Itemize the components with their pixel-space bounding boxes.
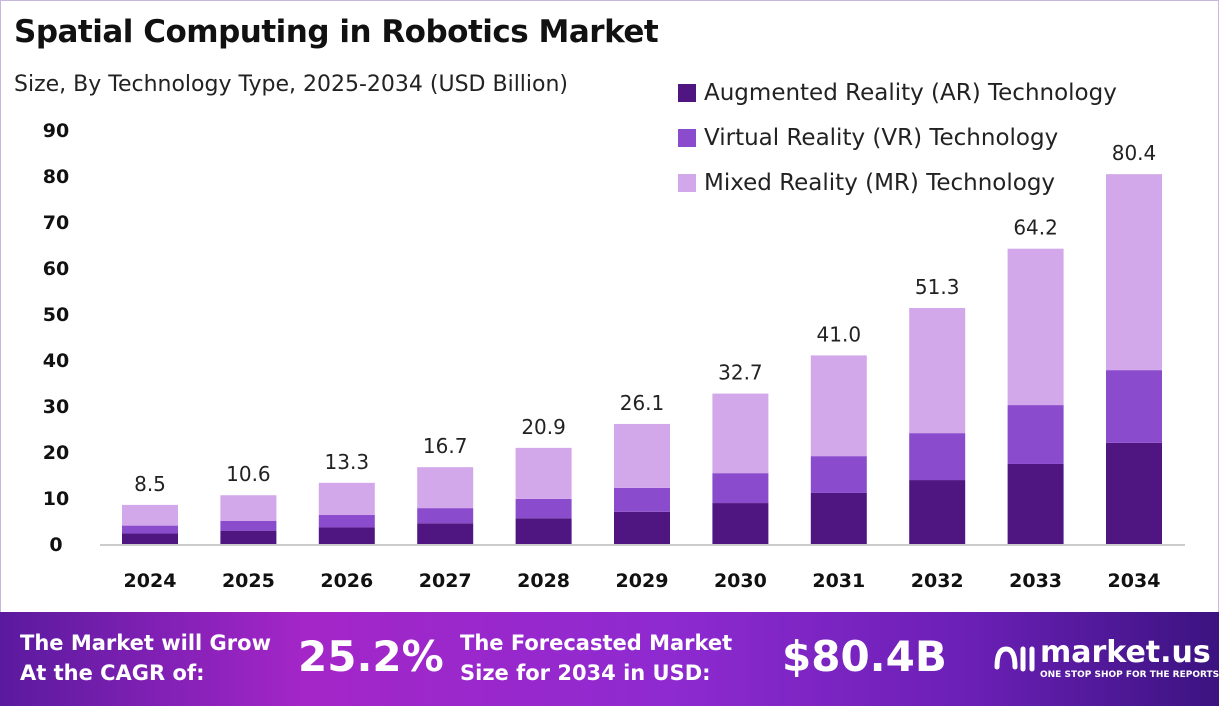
bar-segment-vr bbox=[909, 433, 966, 481]
bar-segment-vr bbox=[1007, 405, 1064, 464]
total-label: 20.9 bbox=[521, 415, 566, 439]
total-label: 10.6 bbox=[226, 462, 271, 486]
legend-item-vr: Virtual Reality (VR) Technology bbox=[678, 115, 1117, 160]
y-tick-label: 90 bbox=[43, 120, 69, 142]
bar-segment-ar bbox=[1106, 442, 1162, 544]
bar-segment-mr bbox=[909, 308, 966, 434]
bar-segment-vr bbox=[1106, 370, 1162, 443]
bar-segment-mr bbox=[1106, 174, 1162, 371]
y-tick-label: 0 bbox=[49, 534, 62, 556]
bar-segment-mr bbox=[220, 495, 277, 521]
bar-segment-mr bbox=[515, 447, 572, 499]
legend-swatch-ar bbox=[678, 83, 696, 102]
footer-banner: The Market will Grow At the CAGR of: 25.2… bbox=[0, 612, 1219, 706]
x-tick-label: 2028 bbox=[517, 570, 570, 592]
bar-chart: 01020304050607080908.5202410.6202513.320… bbox=[43, 120, 1185, 592]
legend-swatch-vr bbox=[678, 128, 696, 147]
total-label: 64.2 bbox=[1013, 216, 1058, 240]
x-tick-label: 2034 bbox=[1108, 570, 1161, 592]
legend-item-ar: Augmented Reality (AR) Technology bbox=[678, 70, 1117, 115]
forecast-label: The Forecasted Market Size for 2034 in US… bbox=[460, 628, 732, 688]
x-tick-label: 2032 bbox=[911, 570, 964, 592]
brand-logo: market.us ONE STOP SHOP FOR THE REPORTS bbox=[992, 636, 1219, 681]
x-tick-label: 2026 bbox=[320, 570, 373, 592]
legend: Augmented Reality (AR) Technology Virtua… bbox=[678, 70, 1117, 205]
bar-segment-mr bbox=[712, 393, 769, 474]
forecast-label-line1: The Forecasted Market bbox=[460, 631, 733, 655]
y-tick-label: 60 bbox=[43, 258, 69, 280]
legend-label-mr: Mixed Reality (MR) Technology bbox=[704, 169, 1056, 196]
cagr-label-line2: At the CAGR of: bbox=[20, 661, 205, 685]
bar-segment-vr bbox=[122, 525, 178, 534]
bar-segment-mr bbox=[122, 504, 178, 526]
total-label: 32.7 bbox=[718, 361, 763, 385]
cagr-value: 25.2% bbox=[298, 632, 444, 681]
total-label: 13.3 bbox=[325, 450, 370, 474]
x-tick-label: 2024 bbox=[124, 570, 177, 592]
legend-label-ar: Augmented Reality (AR) Technology bbox=[704, 79, 1117, 106]
total-label: 80.4 bbox=[1112, 141, 1157, 165]
bar-segment-vr bbox=[614, 487, 670, 512]
total-label: 51.3 bbox=[915, 275, 960, 299]
y-tick-label: 50 bbox=[43, 304, 69, 326]
bar-segment-vr bbox=[220, 521, 277, 531]
cagr-label: The Market will Grow At the CAGR of: bbox=[20, 628, 271, 688]
x-tick-label: 2031 bbox=[812, 570, 865, 592]
x-tick-label: 2030 bbox=[714, 570, 767, 592]
total-label: 16.7 bbox=[423, 434, 468, 458]
legend-label-vr: Virtual Reality (VR) Technology bbox=[704, 124, 1059, 151]
bar-segment-vr bbox=[318, 515, 375, 528]
x-tick-label: 2033 bbox=[1009, 570, 1062, 592]
x-tick-label: 2029 bbox=[616, 570, 669, 592]
y-tick-label: 70 bbox=[43, 212, 69, 234]
bar-segment-vr bbox=[515, 498, 572, 519]
bar-segment-vr bbox=[810, 456, 867, 493]
chart-subtitle: Size, By Technology Type, 2025-2034 (USD… bbox=[14, 72, 569, 97]
bar-segment-ar bbox=[712, 503, 769, 544]
brand-name: market.us bbox=[1040, 635, 1211, 670]
forecast-label-line2: Size for 2034 in USD: bbox=[460, 661, 711, 685]
bar-segment-ar bbox=[515, 518, 572, 544]
bar-segment-ar bbox=[318, 527, 375, 544]
cagr-label-line1: The Market will Grow bbox=[20, 631, 271, 655]
bar-segment-ar bbox=[417, 523, 474, 544]
y-tick-label: 80 bbox=[43, 166, 69, 188]
forecast-value: $80.4B bbox=[782, 632, 947, 681]
y-tick-label: 40 bbox=[43, 350, 69, 372]
legend-item-mr: Mixed Reality (MR) Technology bbox=[678, 160, 1117, 205]
bar-segment-ar bbox=[909, 480, 966, 544]
bar-segment-vr bbox=[417, 508, 474, 524]
x-tick-label: 2027 bbox=[419, 570, 472, 592]
y-tick-label: 20 bbox=[43, 442, 69, 464]
bar-segment-mr bbox=[614, 423, 670, 488]
total-label: 41.0 bbox=[817, 322, 862, 346]
bar-segment-ar bbox=[1007, 463, 1064, 544]
bar-segment-ar bbox=[810, 492, 867, 544]
bar-segment-ar bbox=[220, 530, 277, 544]
y-tick-label: 30 bbox=[43, 396, 69, 418]
legend-swatch-mr bbox=[678, 173, 696, 192]
chart-title: Spatial Computing in Robotics Market bbox=[14, 14, 659, 50]
bar-segment-vr bbox=[712, 473, 769, 504]
brand-tagline: ONE STOP SHOP FOR THE REPORTS bbox=[1040, 670, 1219, 680]
total-label: 8.5 bbox=[134, 472, 166, 496]
bar-segment-ar bbox=[614, 511, 670, 544]
bar-segment-mr bbox=[318, 482, 375, 516]
bar-segment-mr bbox=[1007, 248, 1064, 406]
bar-segment-mr bbox=[810, 355, 867, 457]
bar-segment-ar bbox=[122, 533, 178, 544]
bar-segment-mr bbox=[417, 467, 474, 509]
y-tick-label: 10 bbox=[43, 488, 69, 510]
market-us-logo-icon bbox=[994, 645, 1035, 671]
total-label: 26.1 bbox=[620, 391, 665, 415]
x-tick-label: 2025 bbox=[222, 570, 275, 592]
